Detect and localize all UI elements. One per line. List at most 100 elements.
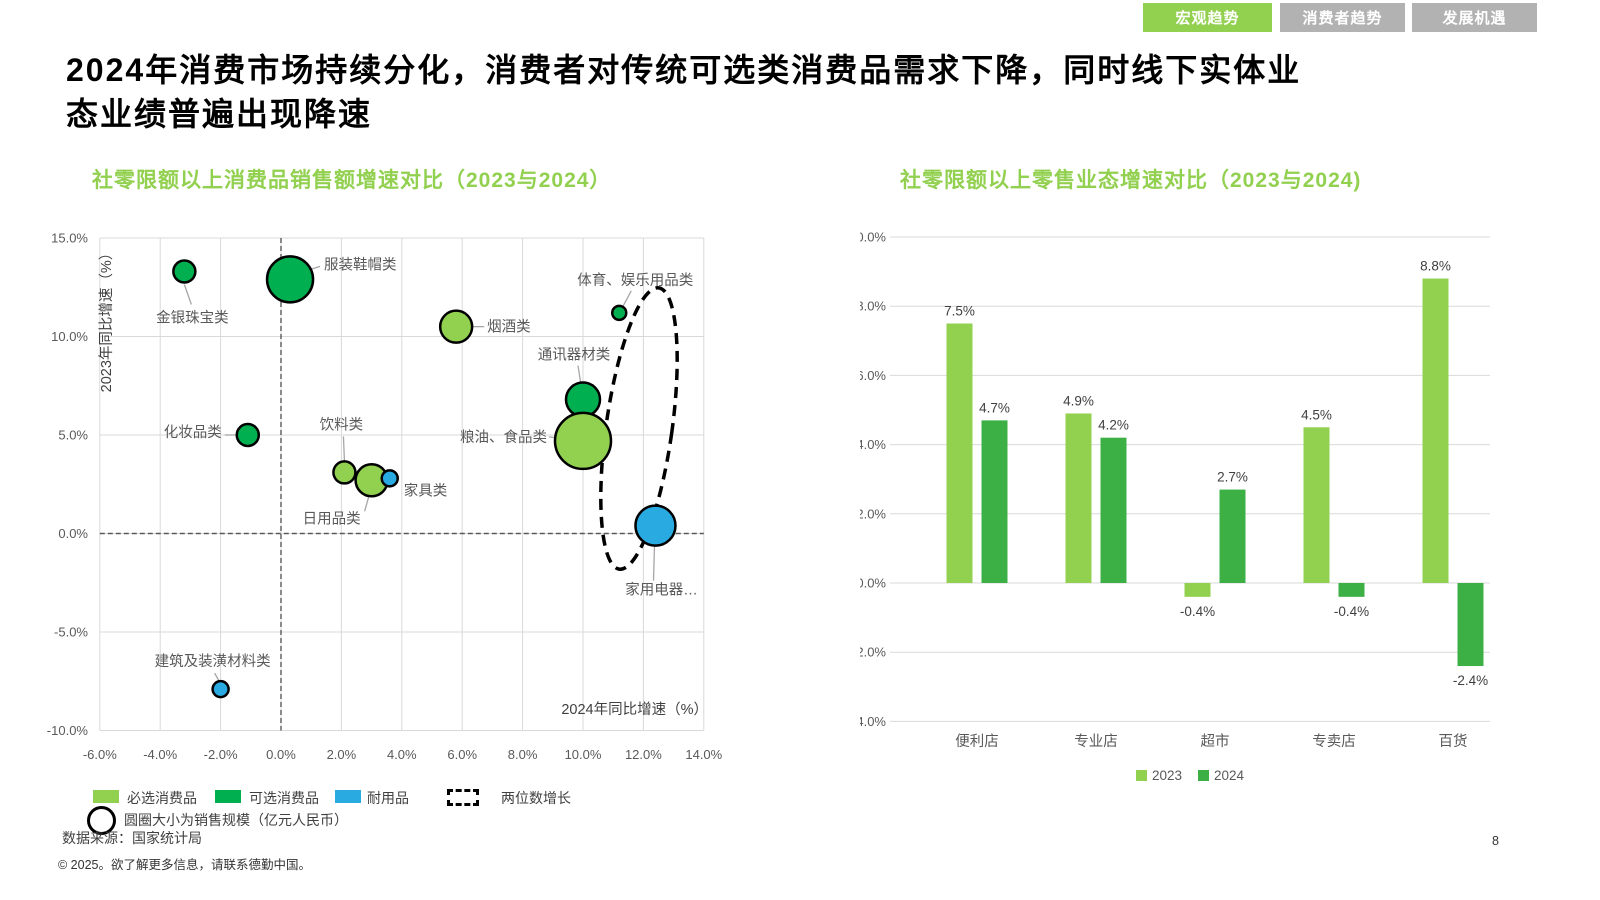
x-tick-label: 12.0% [625,747,662,762]
scatter-bubble [332,460,357,485]
bubble-label: 化妆品类 [164,424,222,441]
y-tick-label: 15.0% [51,231,88,246]
bubble-label: 建筑及装潢材料类 [155,653,271,670]
label-leader-line [214,672,220,681]
copyright: © 2025。欲了解更多信息，请联系德勤中国。 [58,858,311,872]
scatter-bubble [380,469,399,488]
category-label: 百货 [1439,733,1468,750]
label-leader-line [342,436,346,461]
x-tick-label: -4.0% [143,747,177,762]
label-leader-line [183,284,192,305]
bar-legend-label-2023: 2023 [1152,768,1182,783]
bar-2024-专卖店 [1338,583,1365,597]
bar-chart: -4.0% -2.0% 0.0% 2.0% 4.0% 6.0% 8.0% 10.0% 7.5% 4… [860,230,1490,783]
scatter-bubble [553,411,613,471]
double-digit-growth-ellipse [599,286,679,571]
y-tick-label: -5.0% [54,625,88,640]
bar-data-label: 4.9% [1063,393,1094,408]
scatter-chart-title: 社零限额以上消费品销售额增速对比（2023与2024） [92,169,612,192]
x-tick-label: -2.0% [204,747,238,762]
x-tick-label: 14.0% [685,747,722,762]
bar-2023-便利店 [946,323,973,583]
page-title-line1: 2024年消费市场持续分化，消费者对传统可选类消费品需求下降，同时线下实体业 [66,52,1302,88]
bar-2023-超市 [1184,583,1211,597]
legend-label-staples: 必选消费品 [127,790,197,806]
legend-label-durables: 耐用品 [367,790,409,806]
tab-macro-trends[interactable]: 宏观趋势 [1143,3,1272,32]
scatter-bubble [211,679,230,699]
bar-data-label: 4.7% [979,400,1010,415]
bar-2024-超市 [1219,489,1246,583]
y-tick-label: 0.0% [860,576,886,591]
scatter-bubble [564,381,602,418]
y-tick-label: 2.0% [860,506,886,521]
x-tick-label: 0.0% [266,747,296,762]
bar-2024-百货 [1457,583,1484,667]
page-title-line2: 态业绩普遍出现降速 [66,96,373,132]
y-tick-label: 10.0% [51,329,88,344]
scatter-bubble [265,255,315,304]
y-tick-label: -2.0% [860,645,886,660]
bar-data-label: 2.7% [1217,470,1248,485]
y-tick-label: -4.0% [860,714,886,729]
bubble-label: 日用品类 [303,510,361,527]
scatter-bubble [610,304,628,322]
scatter-bubble [235,422,261,448]
y-tick-label: 0.0% [58,526,88,541]
bar-legend-swatch-2024 [1198,770,1209,781]
legend-swatch-double-digit-growth [447,789,479,806]
bar-2024-专业店 [1100,437,1127,583]
y-tick-label: 8.0% [860,299,886,314]
x-axis-title: 2024年同比增速（%） [561,701,708,718]
scatter-bubble [172,259,197,284]
x-tick-label: 10.0% [565,747,602,762]
scatter-chart: -6.0% -4.0% -2.0% 0.0% 2.0% 4.0% 6.0% 8.0% 10.0%… [47,231,723,763]
label-leader-line [622,290,632,307]
bubble-label: 通讯器材类 [538,347,611,364]
bar-data-label: 4.2% [1098,418,1129,433]
data-source: 数据来源：国家统计局 [62,830,202,846]
bar-chart-title: 社零限额以上零售业态增速对比（2023与2024) [900,169,1362,192]
x-tick-label: 2.0% [327,747,357,762]
category-label: 便利店 [955,733,999,750]
legend-label-optional: 可选消费品 [249,790,319,806]
bar-2023-专业店 [1065,413,1092,583]
bar-2023-专卖店 [1303,427,1330,583]
y-tick-label: -10.0% [47,723,89,738]
tab-consumer-trends[interactable]: 消费者趋势 [1280,3,1405,32]
bubble-label: 家用电器… [625,582,698,599]
bubble-label: 体育、娱乐用品类 [577,272,693,289]
bar-legend-label-2024: 2024 [1214,768,1245,783]
bubble-label: 粮油、食品类 [460,429,547,446]
page-title: 2024年消费市场持续分化，消费者对传统可选类消费品需求下降，同时线下实体业 态… [66,48,1536,136]
y-tick-label: 6.0% [860,368,886,383]
x-tick-label: -6.0% [83,747,117,762]
scatter-bubble [634,504,677,547]
bar-legend-swatch-2023 [1136,770,1147,781]
bar-data-label: -0.4% [1334,604,1369,619]
tab-opportunities[interactable]: 发展机遇 [1412,3,1537,32]
bar-2023-百货 [1422,278,1449,583]
x-tick-label: 6.0% [447,747,477,762]
legend-swatch-staples [93,790,119,803]
label-leader-line [363,497,370,512]
y-tick-label: 4.0% [860,437,886,452]
scatter-bubble [438,309,474,344]
bar-data-label: 7.5% [944,304,975,319]
bubble-label: 烟酒类 [487,319,531,336]
legend-bubble-size-circle-icon [87,806,116,835]
bar-2024-便利店 [981,420,1008,583]
bar-data-label: 4.5% [1301,407,1332,422]
category-label: 专业店 [1074,733,1118,750]
y-axis-title: 2023年同比增速（%） [98,246,115,393]
legend-swatch-optional [215,790,241,803]
bar-data-label: -0.4% [1180,604,1215,619]
y-tick-label: 10.0% [860,230,886,245]
legend-swatch-durables [335,790,361,803]
bar-data-label: -2.4% [1453,673,1488,688]
legend-label-double-digit-growth: 两位数增长 [501,790,571,806]
bubble-label: 家具类 [404,482,448,499]
x-tick-label: 4.0% [387,747,417,762]
y-tick-label: 5.0% [58,428,88,443]
bar-data-label: 8.8% [1420,259,1451,274]
